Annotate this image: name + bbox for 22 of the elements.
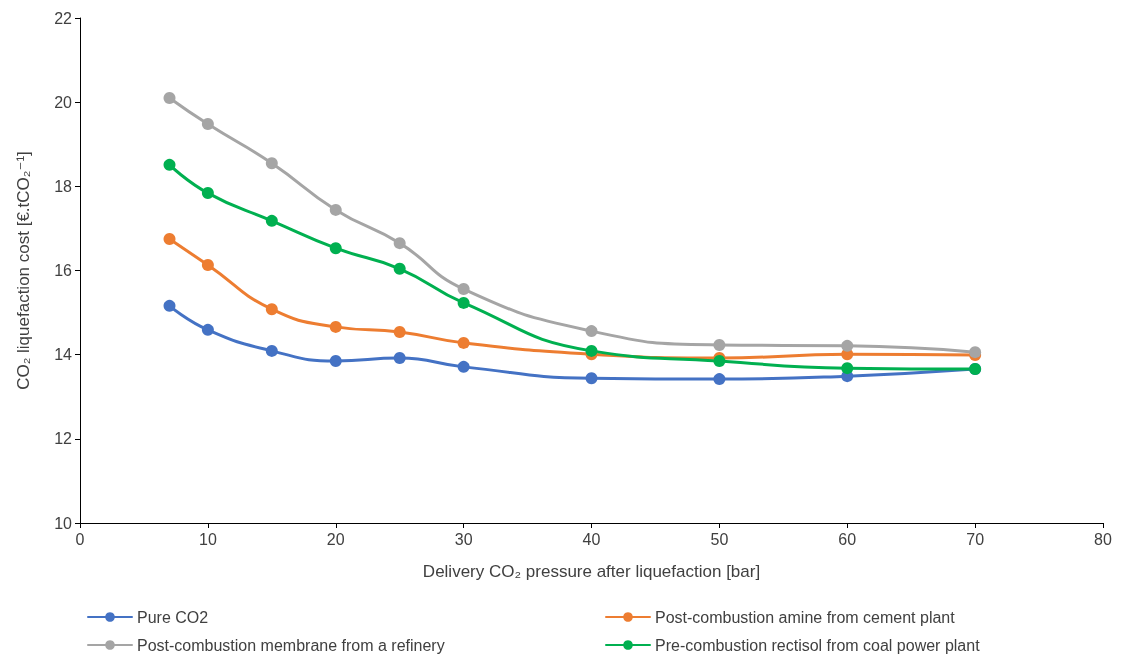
y-tick-label: 22 <box>54 9 73 27</box>
y-tick-label: 16 <box>54 262 73 279</box>
legend-label: Post-combustion amine from cement plant <box>655 608 956 626</box>
legend-label: Pre-combustion rectisol from coal power plant <box>655 636 981 654</box>
x-tick-label: 40 <box>582 530 601 548</box>
y-tick-label: 10 <box>54 514 73 532</box>
y-axis-title: CO₂ liquefaction cost [€.tCO₂⁻¹] <box>14 151 33 390</box>
legend-label: Post-combustion membrane from a refinery <box>137 636 445 654</box>
x-tick-label: 80 <box>1094 530 1112 548</box>
x-tick-label: 30 <box>454 530 473 548</box>
x-tick-label: 50 <box>710 530 729 548</box>
y-tick-label: 20 <box>54 93 73 111</box>
x-tick-label: 0 <box>75 530 85 548</box>
x-tick-label: 70 <box>966 530 985 548</box>
x-tick-label: 60 <box>838 530 857 548</box>
y-tick-label: 12 <box>54 430 73 448</box>
x-axis-title: Delivery CO₂ pressure after liquefaction [bar] <box>422 562 761 581</box>
x-tick-label: 10 <box>198 530 217 548</box>
x-tick-label: 20 <box>326 530 345 548</box>
y-tick-label: 14 <box>54 346 73 364</box>
y-tick-label: 18 <box>54 177 73 195</box>
legend-label: Pure CO2 <box>137 608 209 626</box>
